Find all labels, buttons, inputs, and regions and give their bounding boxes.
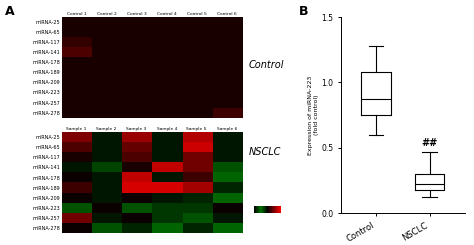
Text: A: A — [5, 5, 14, 18]
Y-axis label: Expression of miRNA-223
(fold control): Expression of miRNA-223 (fold control) — [308, 75, 319, 155]
Text: ##: ## — [421, 138, 438, 148]
Text: Control: Control — [249, 60, 284, 70]
Text: B: B — [299, 5, 308, 18]
Text: NSCLC: NSCLC — [249, 147, 281, 157]
